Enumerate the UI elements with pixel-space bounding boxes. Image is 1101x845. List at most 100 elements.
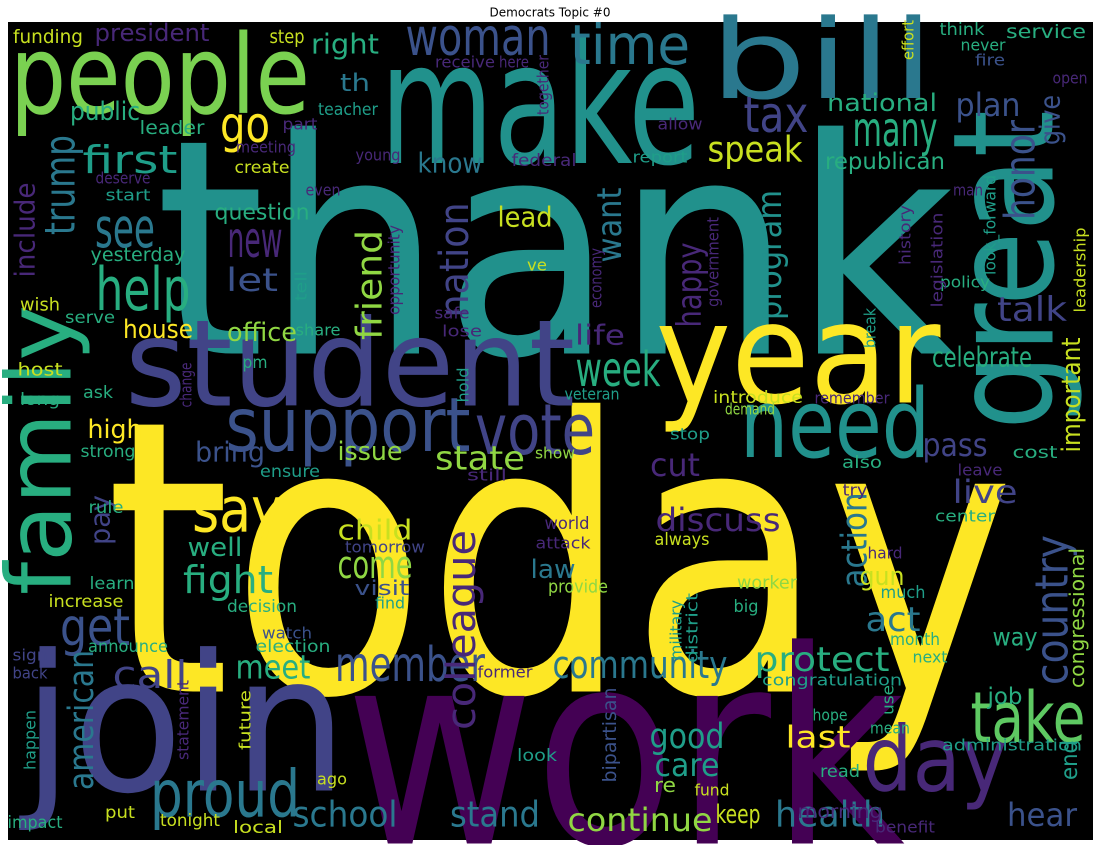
word: life	[575, 319, 625, 352]
word: veteran	[565, 385, 620, 404]
word: many	[853, 102, 938, 158]
word: never	[961, 36, 1006, 55]
word: honor	[996, 119, 1045, 220]
word: look	[517, 746, 557, 766]
word: pay	[84, 495, 117, 545]
word: great	[924, 110, 1087, 430]
word: need	[740, 370, 930, 480]
word: come	[338, 543, 413, 587]
word: start	[106, 186, 151, 205]
word: think	[940, 20, 985, 40]
word: former	[478, 663, 533, 682]
word: learn	[90, 574, 135, 594]
word: happy	[670, 243, 710, 328]
word: use	[879, 685, 898, 715]
word: deserve	[96, 169, 151, 188]
word: protect	[755, 640, 890, 680]
word: introduce	[713, 388, 803, 408]
word: say	[192, 474, 282, 547]
word: administration	[942, 736, 1082, 755]
word: still	[467, 466, 507, 485]
word: hard	[868, 544, 903, 563]
word: opportunity	[385, 225, 404, 315]
word: government	[704, 217, 723, 307]
word: state	[435, 439, 525, 478]
word: host	[18, 360, 63, 381]
word: leadership	[1071, 228, 1090, 313]
word: child	[338, 514, 413, 547]
chart-title: Democrats Topic #0	[490, 6, 611, 20]
word: go	[220, 96, 270, 154]
word: join	[19, 615, 348, 836]
word: celebrate	[932, 341, 1032, 374]
word: end	[1057, 740, 1083, 780]
word: well	[188, 533, 243, 563]
word: lose	[442, 322, 482, 341]
word: congressional	[1065, 548, 1089, 688]
word: hope	[813, 706, 848, 725]
word: last	[786, 721, 851, 756]
word: man	[953, 181, 983, 200]
word: legislation	[928, 213, 947, 308]
word: federal	[512, 151, 577, 171]
word: serve	[65, 308, 115, 328]
word: military	[667, 600, 686, 660]
word: first	[83, 138, 178, 182]
word: receive	[435, 53, 495, 72]
word: health	[775, 795, 885, 836]
word: open	[1053, 69, 1088, 88]
word: fire	[975, 51, 1005, 70]
word: world	[545, 514, 590, 534]
word: history	[896, 205, 915, 265]
word: decision	[227, 597, 297, 617]
word: speak	[708, 130, 803, 171]
word: new	[228, 211, 283, 269]
word: allow	[658, 115, 703, 134]
word: local	[233, 818, 283, 838]
word: proud	[150, 758, 300, 833]
word: call	[113, 653, 188, 697]
word: president	[95, 19, 210, 47]
word: cost	[1013, 443, 1058, 463]
word: colleague	[439, 530, 485, 730]
word: give	[1034, 95, 1067, 145]
word: important	[1057, 338, 1087, 453]
word: step	[270, 26, 305, 48]
word: remember	[815, 389, 890, 408]
word: trump	[36, 135, 85, 235]
word: lead	[498, 201, 553, 234]
word: school	[293, 795, 398, 836]
word: let	[226, 261, 278, 299]
word: hold	[454, 368, 473, 403]
word: benefit	[875, 818, 935, 837]
word: long	[20, 390, 60, 410]
word: pm	[243, 353, 268, 373]
word: day	[863, 708, 1008, 813]
word: fight	[183, 558, 273, 602]
word: hear	[1007, 796, 1078, 834]
word: announce	[88, 637, 168, 657]
word: much	[881, 583, 926, 603]
word: issue	[338, 437, 403, 467]
word: year	[656, 274, 941, 437]
word: vote	[475, 389, 595, 471]
word: question	[215, 201, 310, 226]
word: share	[296, 321, 341, 340]
word: live	[953, 473, 1018, 511]
word: report	[633, 148, 688, 167]
word: discuss	[656, 501, 781, 539]
word: gun	[860, 562, 905, 592]
word: meeting	[236, 138, 296, 157]
word: here	[499, 53, 529, 72]
word: pass	[923, 426, 988, 464]
word: happen	[21, 710, 40, 770]
word: know	[418, 147, 483, 180]
word: ask	[83, 383, 113, 403]
word: service	[1006, 21, 1086, 43]
word: together	[534, 55, 553, 115]
word: stop	[670, 425, 710, 444]
word: demand	[725, 400, 775, 419]
word: impact	[8, 813, 63, 833]
word: ensure	[260, 462, 320, 482]
